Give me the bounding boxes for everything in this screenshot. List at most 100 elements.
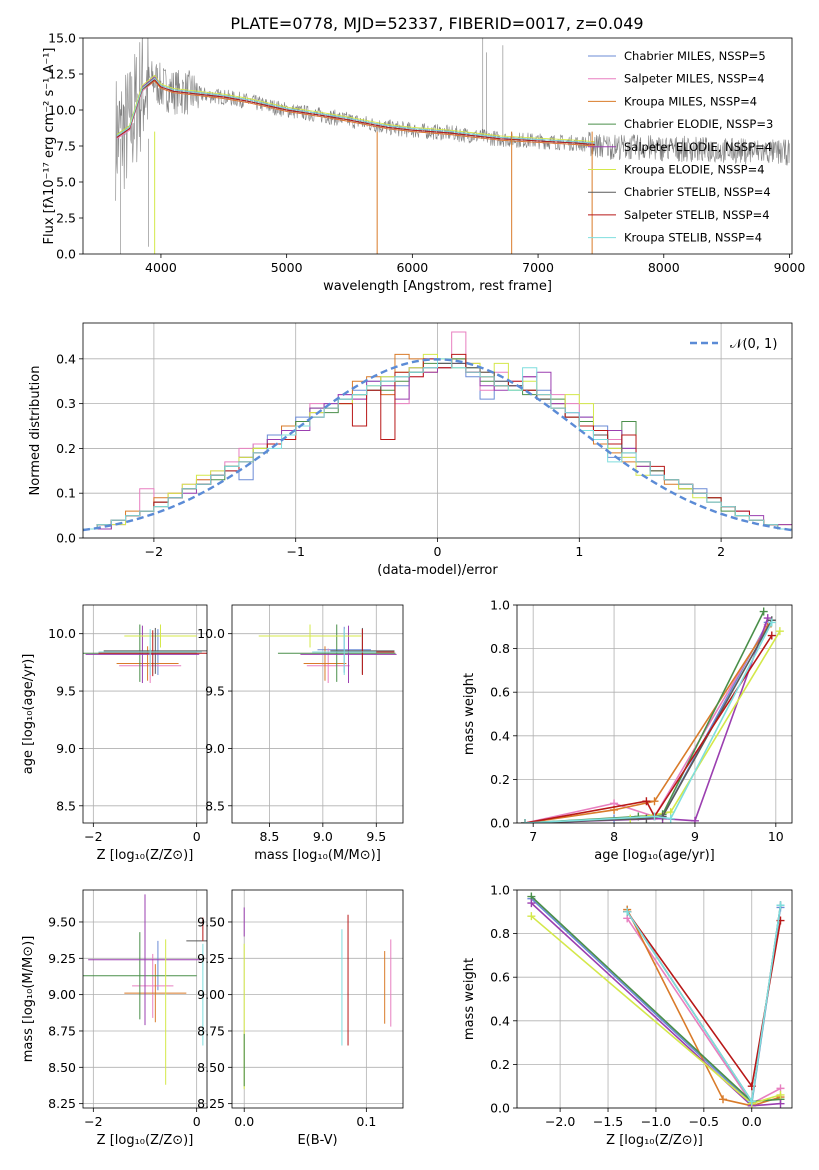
plot-area: [521, 607, 784, 823]
y-axis-label: mass [log₁₀(M/M⊙)]: [21, 936, 36, 1063]
x-tick-label: 7: [529, 829, 537, 844]
weight-line-kroupa-stelib: [525, 622, 773, 823]
legend-entry: Chabrier STELIB, NSSP=4: [624, 185, 771, 199]
x-tick-label: 8000: [648, 260, 680, 275]
weight-marker: [759, 607, 768, 616]
x-tick-label: 4000: [145, 260, 177, 275]
y-tick-label: 0.1: [56, 486, 76, 501]
x-tick-label: 7000: [522, 260, 554, 275]
model-kroupa-miles: [116, 80, 595, 147]
y-tick-label: 8.50: [197, 1060, 225, 1075]
x-tick-label: −2: [84, 1114, 102, 1129]
x-axis-label: Z [log₁₀(Z/Z⊙)]: [606, 1133, 703, 1148]
weight-marker: [767, 631, 776, 640]
weight-marker: [666, 814, 675, 823]
y-tick-label: 8.5: [205, 798, 225, 813]
panel-spectrum: 4000 5000 6000 7000 8000 9000 0.0 2.5 5.0 7.5 10.0…: [42, 31, 805, 295]
y-tick-label: 0.0: [490, 1101, 510, 1116]
y-tick-label: 8.25: [197, 1096, 225, 1111]
histogram-kroupa-stelib: [83, 358, 792, 530]
weight-marker: [776, 1090, 785, 1099]
x-tick-label: −1.5: [593, 1114, 623, 1129]
model-kroupa-elodie: [116, 74, 595, 143]
y-tick-label: 0.4: [56, 351, 76, 366]
legend-entry: Chabrier MILES, NSSP=5: [624, 49, 766, 63]
x-tick-label: −2.0: [545, 1114, 575, 1129]
y-axis-label: Normed distribution: [28, 366, 43, 496]
plot-area: [83, 624, 207, 684]
weight-line-salpeter-stelib: [524, 635, 773, 823]
y-tick-label: 2.5: [56, 211, 76, 226]
y-axis-label: age [log₁₀(age/yr)]: [21, 654, 36, 775]
y-axis-label: mass weight: [462, 673, 477, 755]
y-tick-label: 0.6: [490, 685, 510, 700]
y-tick-label: 9.25: [48, 951, 76, 966]
legend-entry: Salpeter MILES, NSSP=4: [624, 72, 765, 86]
x-tick-label: 2: [717, 544, 725, 559]
plot-area: [83, 331, 792, 532]
x-tick-label: −0.5: [689, 1114, 719, 1129]
y-tick-label: 10.0: [197, 626, 225, 641]
y-tick-label: 8.25: [48, 1096, 76, 1111]
y-tick-label: 0.0: [56, 247, 76, 262]
x-axis-label: Z [log₁₀(Z/Z⊙)]: [97, 848, 194, 863]
weight-line-kroupa-miles: [524, 626, 769, 823]
y-axis-label: Flux [fλ10⁻¹⁷ erg cm⁻² s⁻¹ A⁻¹]: [42, 48, 57, 245]
y-tick-label: 9.0: [205, 741, 225, 756]
legend-entry: Chabrier ELODIE, NSSP=3: [624, 117, 773, 131]
x-tick-label: 0: [193, 1114, 201, 1129]
y-tick-label: 9.5: [56, 684, 76, 699]
weight-line-chabrier-stelib: [525, 619, 773, 823]
weight-marker: [650, 812, 659, 821]
y-tick-label: 10.0: [48, 626, 76, 641]
y-tick-label: 0.8: [490, 926, 510, 941]
weight-marker: [775, 627, 784, 636]
x-tick-label: 8: [610, 829, 618, 844]
plot-area: [243, 907, 392, 1090]
figure-title: PLATE=0778, MJD=52337, FIBERID=0017, z=0…: [230, 14, 643, 33]
x-tick-label: 0: [193, 829, 201, 844]
x-axis-label: E(B-V): [297, 1133, 337, 1148]
model-kroupa-stelib: [116, 77, 595, 144]
legend-entry: Kroupa MILES, NSSP=4: [624, 94, 757, 108]
legend-entry: Kroupa ELODIE, NSSP=4: [624, 163, 765, 177]
y-tick-label: 0.4: [490, 728, 510, 743]
x-tick-label: −2: [84, 829, 102, 844]
y-tick-label: 0.3: [56, 396, 76, 411]
y-tick-label: 9.25: [197, 951, 225, 966]
weight-marker: [623, 907, 632, 916]
panel-mass-weight-vs-Z: −2.0 −1.5 −1.0 −0.5 0.0 0.0 0.2 0.4 0.6 0.8 1.0 Z […: [462, 883, 793, 1148]
y-tick-label: 9.50: [197, 914, 225, 929]
legend-entry: Salpeter ELODIE, NSSP=4: [624, 140, 772, 154]
normal-curve: [83, 358, 792, 532]
weight-line-kroupa-miles: [626, 909, 781, 1107]
weight-marker: [719, 1095, 728, 1104]
y-tick-label: 5.0: [56, 175, 76, 190]
y-tick-label: 8.75: [48, 1023, 76, 1038]
legend-entry: Kroupa STELIB, NSSP=4: [624, 231, 762, 245]
y-axis-label: mass weight: [462, 958, 477, 1040]
x-tick-label: 0.0: [234, 1114, 254, 1129]
axes-frame: [82, 604, 208, 824]
y-tick-label: 1.0: [490, 883, 510, 898]
x-axis-label: mass [log₁₀(M/M⊙)]: [254, 848, 381, 863]
panel-age-vs-mass: 8.5 9.0 9.5 8.5 9.0 9.5 10.0 mass [log₁₀(M/M⊙)]: [197, 604, 404, 863]
y-tick-label: 8.5: [56, 798, 76, 813]
x-axis-label: (data-model)/error: [377, 563, 498, 578]
y-tick-label: 7.5: [56, 139, 76, 154]
y-tick-label: 9.00: [197, 987, 225, 1002]
legend: Chabrier MILES, NSSP=5 Salpeter MILES, NS…: [588, 49, 773, 245]
y-tick-label: 0.2: [490, 1057, 510, 1072]
weight-line-kroupa-elodie: [525, 630, 781, 823]
x-tick-label: 0.0: [742, 1114, 762, 1129]
weight-marker: [521, 819, 530, 823]
x-tick-label: 9: [691, 829, 699, 844]
plot-area: [115, 38, 790, 254]
x-tick-label: 9000: [774, 260, 806, 275]
y-tick-label: 10.0: [48, 103, 76, 118]
panel-residuals: −2 −1 0 1 2 0.0 0.1 0.2 0.3 0.4 (data-model)/error…: [28, 322, 793, 578]
axes-frame: [231, 604, 404, 824]
weight-marker: [642, 797, 651, 806]
axes-frame: [516, 889, 793, 1109]
